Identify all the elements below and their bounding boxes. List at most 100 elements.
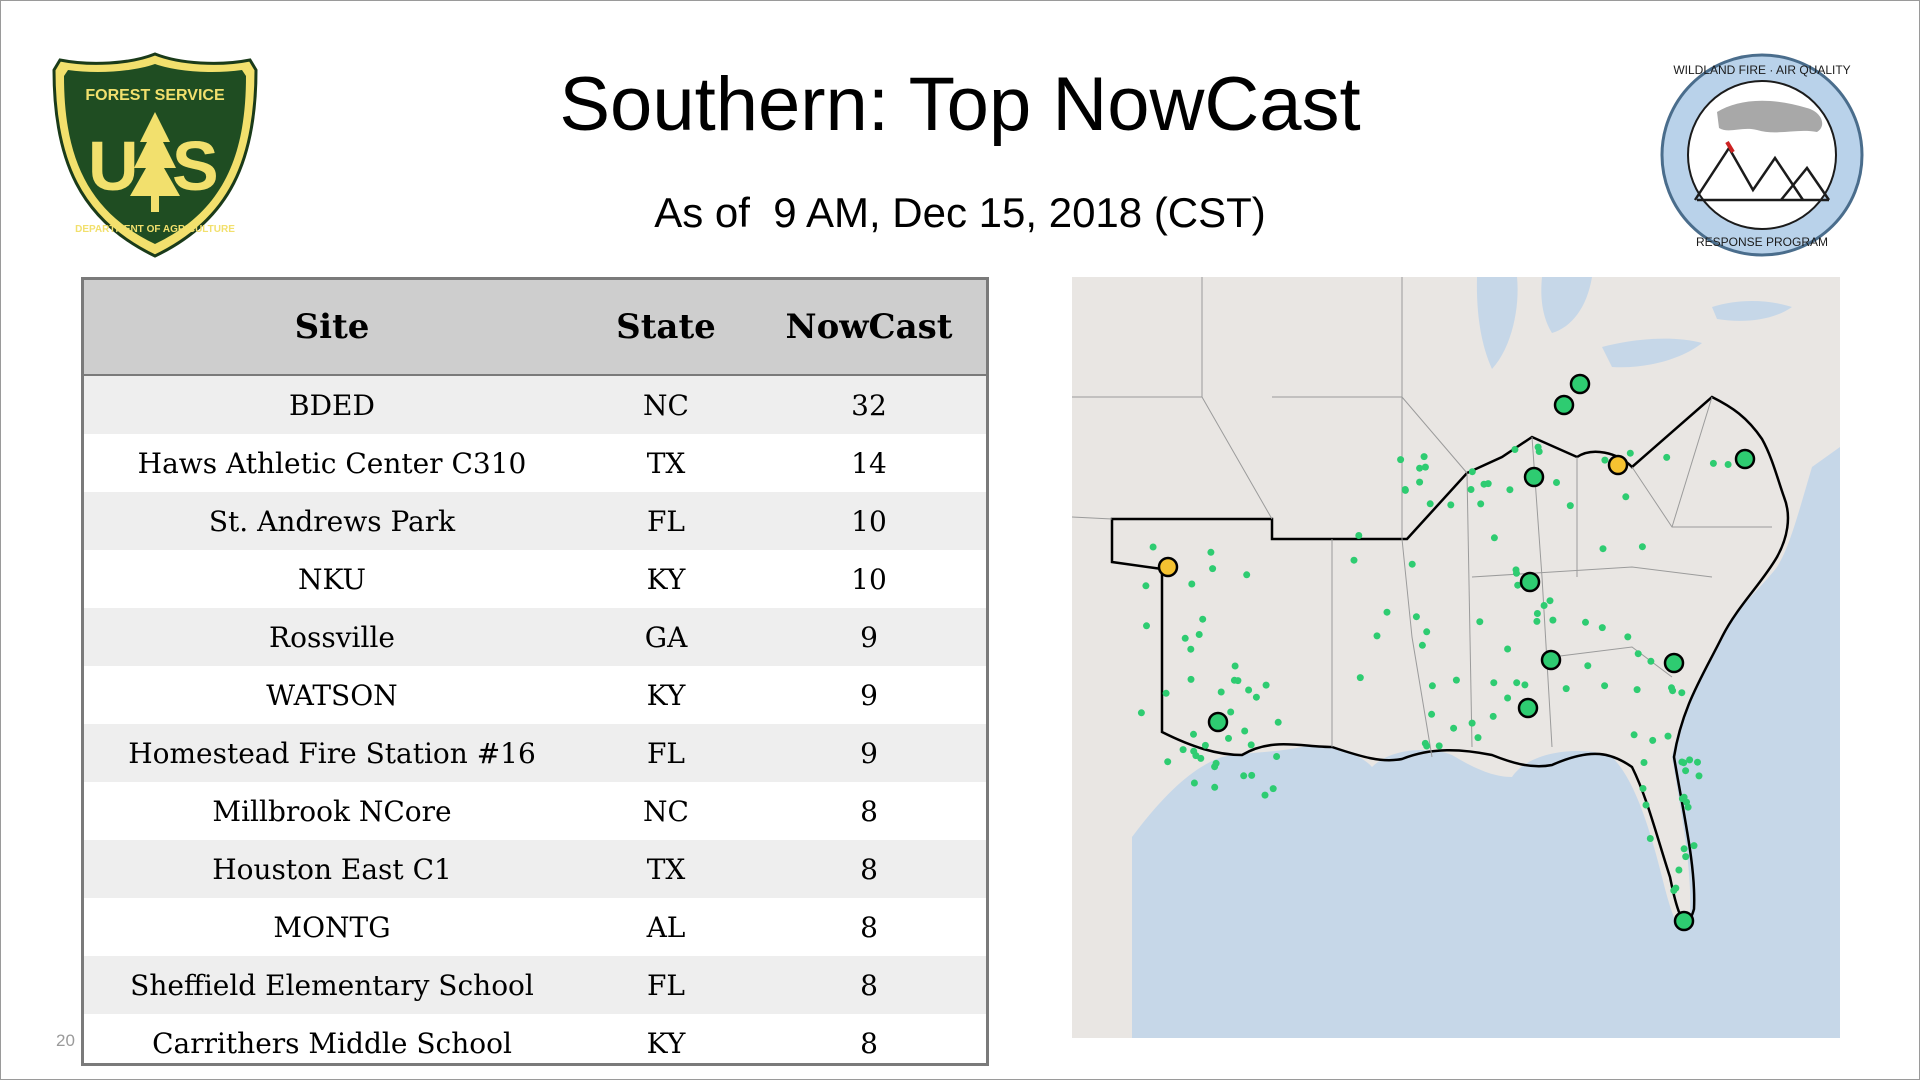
cell-state: FL [580, 492, 752, 550]
monitor-dot [1274, 718, 1282, 726]
cell-site: NKU [84, 550, 580, 608]
monitor-dot [1190, 730, 1197, 738]
slide-title: Southern: Top NowCast [559, 62, 1361, 147]
monitor-dot [1694, 758, 1701, 766]
monitor-dot [1190, 779, 1198, 787]
monitor-dot [1231, 662, 1239, 670]
monitor-dot [1599, 545, 1607, 553]
monitor-dot [1350, 556, 1358, 564]
monitor-dot [1646, 835, 1654, 842]
cell-nowcast: 10 [752, 492, 986, 550]
monitor-dot [1682, 853, 1690, 861]
monitor-dot [1162, 689, 1170, 697]
monitor-dot [1678, 689, 1686, 697]
monitor-dot [1695, 772, 1703, 780]
monitor-dot [1686, 756, 1694, 764]
monitor-dot [1420, 453, 1428, 461]
monitor-dot [1187, 645, 1195, 653]
column-header-state: State [580, 280, 752, 376]
cell-state: NC [580, 375, 752, 434]
site-marker [1523, 466, 1545, 488]
state-line [1671, 396, 1713, 528]
monitor-dot [1504, 694, 1512, 702]
monitor-dot [1373, 632, 1381, 640]
map-canvas [1072, 277, 1840, 1038]
monitor-dot [1553, 479, 1560, 486]
monitor-dot [1490, 534, 1498, 542]
monitor-dot [1680, 759, 1688, 767]
site-marker [1519, 571, 1541, 593]
monitor-dot [1684, 803, 1692, 811]
table-row: St. Andrews Park FL 10 [84, 492, 986, 550]
monitor-dot [1450, 724, 1458, 732]
state-line [1466, 472, 1473, 748]
monitor-dot [1190, 747, 1198, 755]
monitor-dot [1355, 532, 1363, 539]
monitor-dot [1504, 645, 1512, 653]
monitor-dot [1211, 783, 1219, 791]
table-row: BDED NC 32 [84, 375, 986, 434]
monitor-dot [1426, 500, 1434, 508]
monitor-dot [1513, 679, 1521, 687]
monitor-dot [1724, 461, 1732, 468]
cell-nowcast: 8 [752, 956, 986, 1014]
monitor-dot [1164, 758, 1172, 766]
site-marker [1207, 711, 1229, 733]
cell-site: Millbrook NCore [84, 782, 580, 840]
cell-site: Sheffield Elementary School [84, 956, 580, 1014]
cell-state: FL [580, 724, 752, 782]
monitor-dot [1401, 486, 1409, 493]
monitor-dot [1521, 681, 1529, 689]
monitor-dot [1490, 679, 1498, 687]
monitor-dot [1428, 710, 1436, 718]
monitor-dot [1647, 657, 1655, 665]
monitor-dot [1640, 759, 1648, 766]
monitor-dot [1678, 795, 1686, 803]
monitor-dot [1489, 712, 1497, 720]
wildland-fire-air-quality-logo: WILDLAND FIRE · AIR QUALITY RESPONSE PRO… [1657, 50, 1867, 260]
monitor-dot [1584, 662, 1592, 670]
svg-text:U: U [88, 127, 139, 205]
cell-state: KY [580, 666, 752, 724]
monitor-dot [1468, 719, 1476, 727]
state-line [1072, 516, 1113, 520]
monitor-dot [1638, 543, 1646, 551]
cell-site: Homestead Fire Station #16 [84, 724, 580, 782]
cell-nowcast: 14 [752, 434, 986, 492]
cell-state: TX [580, 840, 752, 898]
monitor-dots [1137, 443, 1732, 894]
state-line [1551, 646, 1673, 678]
cell-state: KY [580, 1014, 752, 1063]
table-row: MONTG AL 8 [84, 898, 986, 956]
column-header-site: Site [84, 280, 580, 376]
wfa-bottom-text: RESPONSE PROGRAM [1696, 235, 1828, 249]
monitor-dot [1412, 613, 1420, 621]
top-nowcast-markers [1157, 373, 1756, 932]
cell-site: WATSON [84, 666, 580, 724]
monitor-dot [1245, 686, 1253, 694]
cell-state: TX [580, 434, 752, 492]
cell-nowcast: 9 [752, 666, 986, 724]
lake-michigan [1476, 277, 1518, 369]
table-row: NKU KY 10 [84, 550, 986, 608]
monitor-dot [1187, 675, 1195, 683]
monitor-dot [1179, 746, 1187, 754]
monitor-dot [1622, 493, 1630, 501]
monitor-dot [1356, 674, 1364, 682]
monitor-dot [1598, 624, 1606, 632]
monitor-dot [1408, 560, 1416, 568]
monitor-dot [1514, 581, 1522, 589]
cell-site: St. Andrews Park [84, 492, 580, 550]
monitor-dot [1533, 617, 1541, 625]
monitor-dot [1143, 622, 1150, 630]
monitor-dot [1582, 618, 1589, 626]
monitor-dot [1601, 456, 1609, 464]
nowcast-table: Site State NowCast BDED NC 32 Haws Athleti… [81, 277, 989, 1066]
monitor-dot [1137, 709, 1145, 717]
monitor-dot [1649, 736, 1657, 744]
monitor-dot [1273, 753, 1281, 760]
lake-erie [1602, 338, 1702, 368]
table-row: Rossville GA 9 [84, 608, 986, 666]
monitor-dot [1484, 480, 1492, 488]
lake-ontario [1712, 301, 1792, 321]
